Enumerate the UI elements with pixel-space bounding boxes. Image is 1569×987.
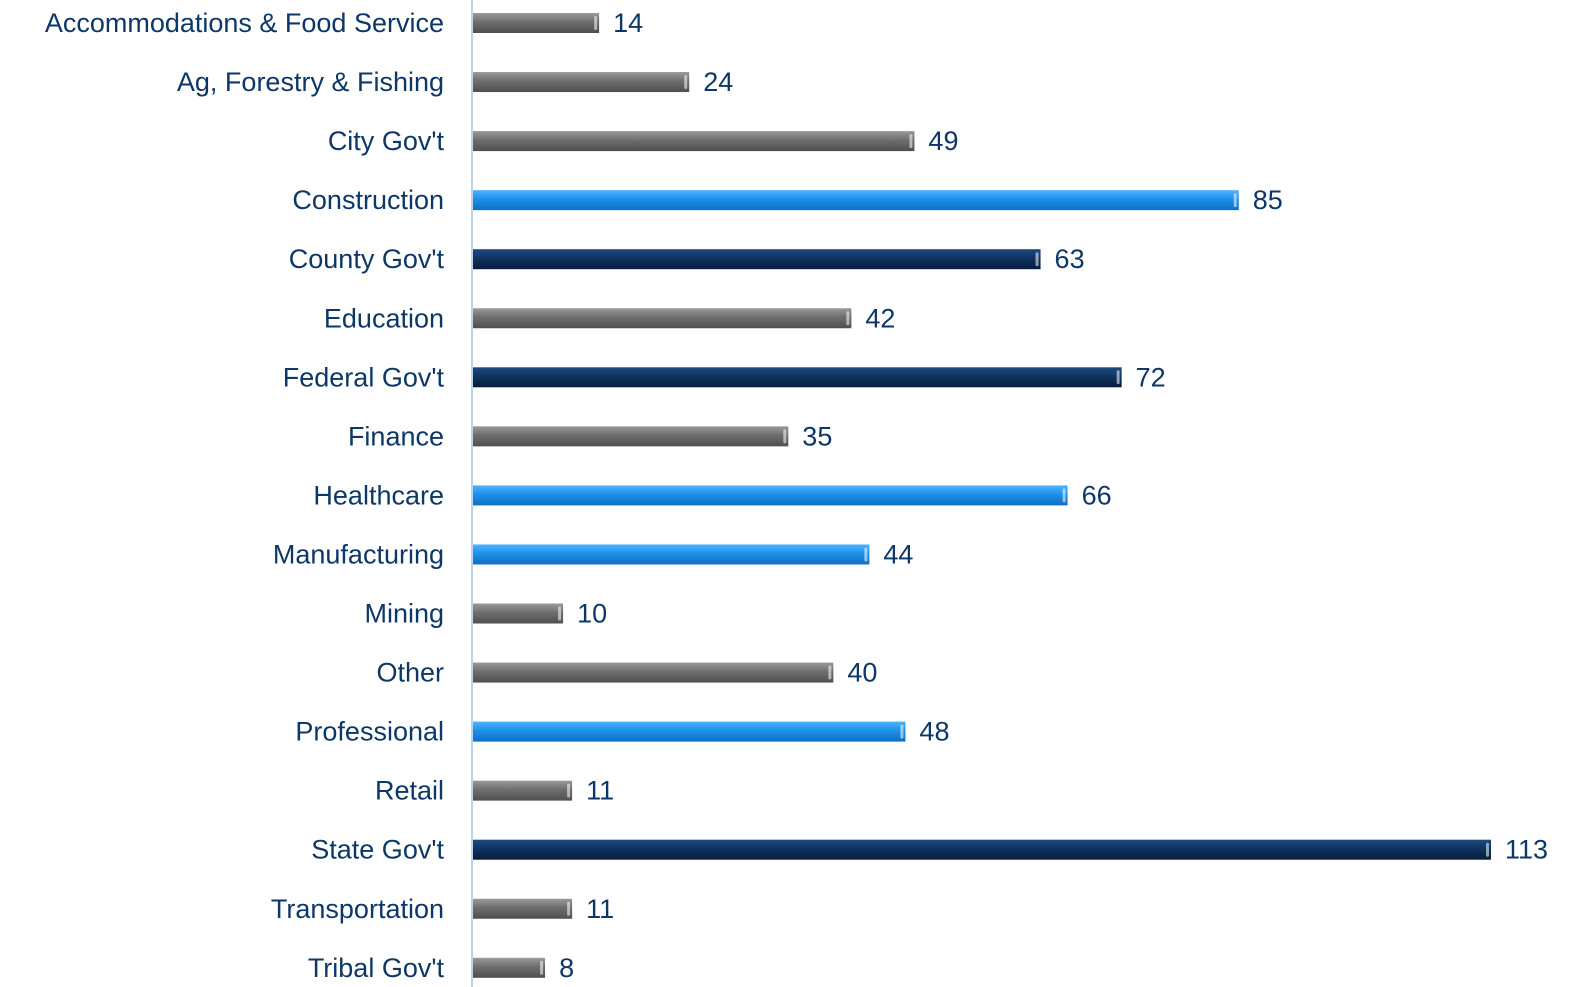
bar-federal-gov-t: [473, 367, 1122, 388]
bar-retail: [473, 780, 573, 801]
bar-state-gov-t: [473, 839, 1491, 860]
value-label-professional: 48: [919, 717, 949, 747]
category-label-federal-gov-t: Federal Gov't: [283, 362, 445, 392]
bar-cap-other: [828, 665, 832, 680]
value-label-education: 42: [865, 303, 895, 333]
bar-finance: [473, 426, 789, 447]
value-label-transportation: 11: [586, 894, 614, 924]
category-label-education: Education: [324, 303, 444, 333]
category-label-ag-forestry-fishing: Ag, Forestry & Fishing: [177, 67, 444, 97]
category-label-state-gov-t: State Gov't: [311, 835, 444, 865]
bar-professional: [473, 721, 906, 742]
bar-cap-healthcare: [1062, 488, 1066, 503]
bar-ag-forestry-fishing: [473, 72, 690, 93]
category-label-retail: Retail: [375, 776, 444, 806]
value-label-city-gov-t: 49: [928, 126, 958, 156]
category-label-manufacturing: Manufacturing: [273, 539, 444, 569]
bar-transportation: [473, 898, 573, 919]
bar-cap-manufacturing: [864, 547, 868, 562]
value-label-finance: 35: [802, 421, 832, 451]
value-label-ag-forestry-fishing: 24: [703, 67, 733, 97]
bar-education: [473, 308, 852, 329]
category-label-healthcare: Healthcare: [313, 480, 444, 510]
value-label-county-gov-t: 63: [1055, 244, 1085, 274]
value-label-tribal-gov-t: 8: [559, 953, 574, 983]
value-label-other: 40: [847, 658, 877, 688]
bar-accommodations-food-service: [473, 13, 600, 33]
bar-healthcare: [473, 485, 1068, 506]
category-label-mining: Mining: [364, 599, 444, 629]
bar-city-gov-t: [473, 131, 915, 152]
category-label-city-gov-t: City Gov't: [328, 126, 445, 156]
bar-cap-education: [846, 311, 850, 326]
labels-layer: Accommodations & Food Service 14 Ag, Fores…: [45, 8, 1548, 983]
bar-cap-county-gov-t: [1035, 252, 1039, 267]
bar-cap-professional: [900, 724, 904, 739]
category-label-accommodations-food-service: Accommodations & Food Service: [45, 8, 444, 38]
bar-cap-finance: [783, 429, 787, 444]
category-label-construction: Construction: [292, 185, 444, 215]
bar-cap-state-gov-t: [1486, 842, 1489, 857]
value-label-accommodations-food-service: 14: [613, 8, 643, 38]
bar-cap-accommodations-food-service: [594, 16, 598, 30]
value-label-retail: 11: [586, 776, 614, 806]
bar-mining: [473, 603, 564, 624]
value-label-construction: 85: [1253, 185, 1283, 215]
bar-cap-ag-forestry-fishing: [684, 75, 688, 90]
value-label-healthcare: 66: [1082, 480, 1112, 510]
bar-cap-federal-gov-t: [1116, 370, 1120, 385]
bar-cap-retail: [567, 783, 571, 798]
value-label-manufacturing: 44: [883, 539, 913, 569]
bars-layer: [473, 13, 1491, 978]
category-label-transportation: Transportation: [271, 894, 444, 924]
category-label-professional: Professional: [295, 717, 444, 747]
category-label-finance: Finance: [348, 421, 444, 451]
bar-cap-city-gov-t: [909, 134, 913, 149]
category-label-county-gov-t: County Gov't: [289, 244, 445, 274]
bar-cap-tribal-gov-t: [540, 960, 544, 975]
bar-county-gov-t: [473, 249, 1041, 270]
bar-cap-transportation: [567, 901, 571, 916]
value-label-federal-gov-t: 72: [1136, 362, 1166, 392]
bar-tribal-gov-t: [473, 957, 546, 978]
category-label-tribal-gov-t: Tribal Gov't: [308, 953, 445, 983]
value-label-mining: 10: [577, 599, 607, 629]
bar-cap-construction: [1233, 193, 1237, 208]
bar-construction: [473, 190, 1239, 211]
category-label-other: Other: [376, 658, 444, 688]
bar-cap-mining: [558, 606, 562, 621]
bar-other: [473, 662, 834, 683]
value-label-state-gov-t: 113: [1505, 835, 1548, 865]
bar-manufacturing: [473, 544, 870, 565]
